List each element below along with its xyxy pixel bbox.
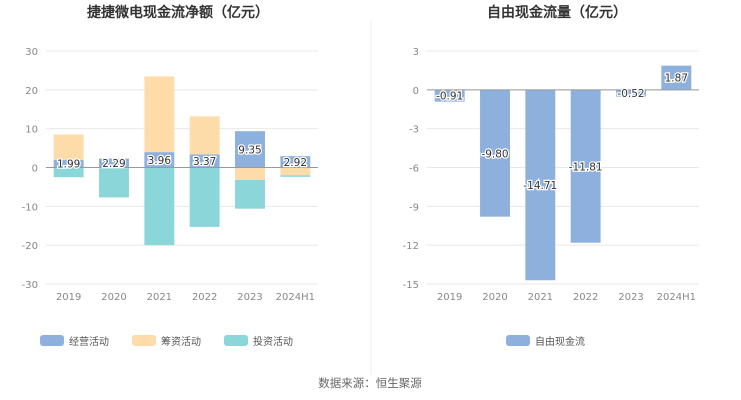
- x-tick-label: 2021: [528, 292, 553, 303]
- y-tick-label: -9: [409, 202, 419, 213]
- bar: [144, 76, 175, 153]
- data-label: 1.99: [57, 159, 80, 171]
- bar: [235, 179, 265, 209]
- data-label: 2.29: [102, 158, 125, 170]
- y-tick-label: 0: [413, 86, 419, 97]
- bar: [616, 89, 646, 97]
- y-tick-label: 0: [32, 164, 38, 175]
- y-tick-label: -10: [22, 202, 38, 213]
- y-tick-label: -15: [403, 280, 419, 291]
- y-tick-label: -6: [409, 164, 419, 175]
- data-label: 2.92: [284, 157, 307, 169]
- x-tick-label: 2023: [618, 292, 643, 303]
- legend-item: 自由现金流: [506, 335, 585, 348]
- data-label: 3.37: [193, 156, 216, 168]
- bar: [99, 158, 129, 168]
- y-tick-label: 10: [25, 125, 38, 136]
- x-tick-label: 2019: [437, 292, 462, 303]
- y-tick-label: 3: [413, 47, 419, 58]
- data-label: 9.35: [238, 144, 261, 156]
- bar: [235, 131, 265, 168]
- bar: [53, 159, 84, 168]
- free-cash-flow-chart: 自由现金流量（亿元） -15 -12 -9 -6 -3 0 3 2019 2020 2021 2022…: [403, 4, 699, 348]
- net-cash-flow-chart: 捷捷微电现金流净额（亿元） -30 -20 -10 0 10 20 30 2019 2020 202…: [22, 4, 318, 348]
- y-tick-label: -20: [22, 241, 38, 252]
- bar: [189, 116, 220, 155]
- bar: [480, 89, 510, 217]
- legend-label: 筹资活动: [161, 335, 201, 348]
- bar: [434, 89, 465, 102]
- chart-title: 自由现金流量（亿元）: [487, 4, 627, 21]
- bar: [189, 154, 220, 168]
- data-label: -9.80: [481, 148, 508, 160]
- x-tick-label: 2020: [482, 292, 507, 303]
- y-tick-label: -3: [409, 125, 419, 136]
- legend-swatch: [132, 335, 156, 346]
- legend-swatch: [506, 335, 530, 346]
- x-tick-label: 2023: [237, 292, 262, 303]
- x-tick-label: 2024H1: [276, 292, 315, 303]
- data-source: 数据来源：恒生聚源: [318, 376, 422, 390]
- x-tick-label: 2021: [147, 292, 172, 303]
- data-label: -0.91: [436, 91, 463, 103]
- legend-item: 投资活动: [224, 335, 293, 348]
- y-tick-label: 20: [25, 86, 38, 97]
- data-label: 1.87: [665, 73, 688, 85]
- x-tick-label: 2019: [56, 292, 81, 303]
- x-tick-label: 2022: [573, 292, 598, 303]
- legend-swatch: [224, 335, 248, 346]
- bar: [235, 167, 265, 180]
- bar: [280, 175, 311, 177]
- legend: 自由现金流: [506, 335, 585, 348]
- bar: [280, 167, 311, 176]
- y-tick-label: -12: [403, 241, 419, 252]
- x-tick-label: 2022: [192, 292, 217, 303]
- data-label: -14.71: [523, 180, 557, 192]
- chart-title: 捷捷微电现金流净额（亿元）: [87, 4, 269, 21]
- data-label: -11.81: [569, 161, 603, 173]
- bar: [53, 134, 84, 160]
- bar: [189, 167, 220, 227]
- data-label: -0.52: [617, 88, 644, 100]
- x-tick-label: 2020: [101, 292, 126, 303]
- bar: [53, 167, 84, 178]
- bar: [144, 152, 175, 168]
- legend-label: 自由现金流: [535, 335, 585, 348]
- y-tick-label: 30: [25, 47, 38, 58]
- legend-item: 筹资活动: [132, 335, 201, 348]
- legend-swatch: [40, 335, 64, 346]
- y-tick-label: -30: [22, 280, 38, 291]
- legend-item: 经营活动: [40, 335, 109, 348]
- legend-label: 投资活动: [253, 335, 293, 348]
- bar: [525, 89, 556, 281]
- bar: [280, 156, 311, 168]
- bar: [144, 167, 175, 246]
- legend: 经营活动 筹资活动 投资活动: [40, 335, 293, 348]
- bar: [570, 89, 601, 243]
- bar: [661, 65, 692, 90]
- bar: [99, 168, 129, 198]
- x-tick-label: 2024H1: [657, 292, 696, 303]
- legend-label: 经营活动: [69, 335, 109, 348]
- data-label: 3.96: [148, 155, 172, 167]
